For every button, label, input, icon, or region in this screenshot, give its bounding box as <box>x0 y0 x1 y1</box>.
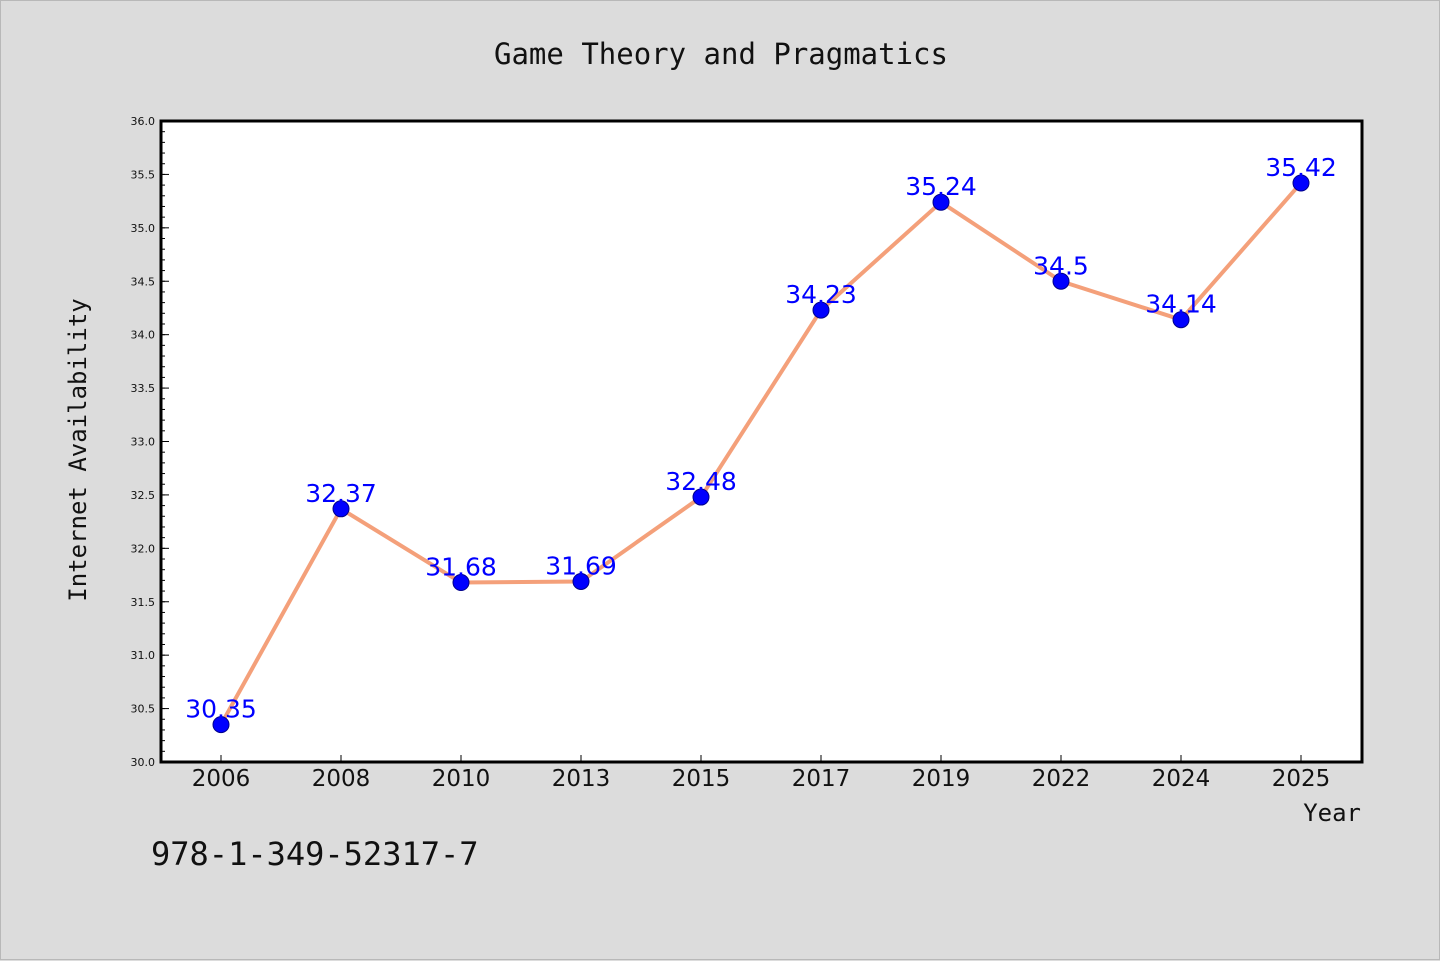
x-tick-label: 2022 <box>1032 766 1091 792</box>
data-point <box>212 716 230 734</box>
y-tick-label: 35.0 <box>131 222 156 235</box>
y-tick-label: 31.5 <box>131 596 156 609</box>
x-tick-label: 2019 <box>912 766 971 792</box>
data-point <box>812 301 830 319</box>
series-line <box>219 181 1303 726</box>
plot-area <box>159 119 1364 764</box>
y-tick-label: 30.0 <box>131 756 156 769</box>
x-tick-label: 2025 <box>1272 766 1331 792</box>
y-tick-label: 31.0 <box>131 649 156 662</box>
y-tick-label: 32.0 <box>131 542 156 555</box>
y-tick-label: 33.5 <box>131 382 156 395</box>
isbn-text: 978-1-349-52317-7 <box>151 835 479 873</box>
x-axis-label: Year <box>1303 799 1361 827</box>
x-tick-label: 2010 <box>432 766 491 792</box>
data-point <box>692 488 710 506</box>
data-point <box>332 500 350 518</box>
y-tick-label: 30.5 <box>131 703 156 716</box>
data-label: 31.68 <box>425 553 497 582</box>
chart-title: Game Theory and Pragmatics <box>494 37 948 71</box>
y-axis-label: Internet Availability <box>64 298 92 601</box>
data-label: 35.42 <box>1265 153 1337 182</box>
data-label: 34.5 <box>1033 251 1089 280</box>
data-label: 32.37 <box>305 479 377 508</box>
x-tick-label: 2013 <box>552 766 611 792</box>
data-label: 34.23 <box>785 280 857 309</box>
data-point <box>452 574 470 592</box>
data-point <box>1052 272 1070 290</box>
y-tick-label: 32.5 <box>131 489 156 502</box>
y-tick-label: 35.5 <box>131 168 156 181</box>
y-axis: 30.0 30.5 31.0 31.5 32.0 32.5 33.0 33.5 34.0 34.5… <box>131 115 169 769</box>
x-tick-label: 2024 <box>1152 766 1211 792</box>
x-tick-label: 2008 <box>312 766 371 792</box>
x-tick-label: 2006 <box>192 766 251 792</box>
data-point <box>572 572 590 590</box>
data-label: 31.69 <box>545 551 617 580</box>
x-axis: 2006 2008 2010 2013 2015 2017 2019 2022 2024 2025 <box>192 755 1331 792</box>
x-tick-label: 2017 <box>792 766 851 792</box>
data-label: 34.14 <box>1145 290 1217 319</box>
x-tick-label: 2015 <box>672 766 731 792</box>
series-group: 30.35 32.37 31.68 31.69 32.48 34.23 35.24 34.5 3… <box>185 153 1337 734</box>
data-point <box>1292 174 1310 192</box>
data-label: 35.24 <box>905 172 977 201</box>
y-tick-label: 34.5 <box>131 275 156 288</box>
data-point <box>1172 311 1190 329</box>
data-label: 32.48 <box>665 467 737 496</box>
y-tick-label: 36.0 <box>131 115 156 128</box>
y-tick-label: 33.0 <box>131 436 156 449</box>
y-tick-label: 34.0 <box>131 329 156 342</box>
data-label: 30.35 <box>185 695 257 724</box>
data-point <box>932 193 950 211</box>
